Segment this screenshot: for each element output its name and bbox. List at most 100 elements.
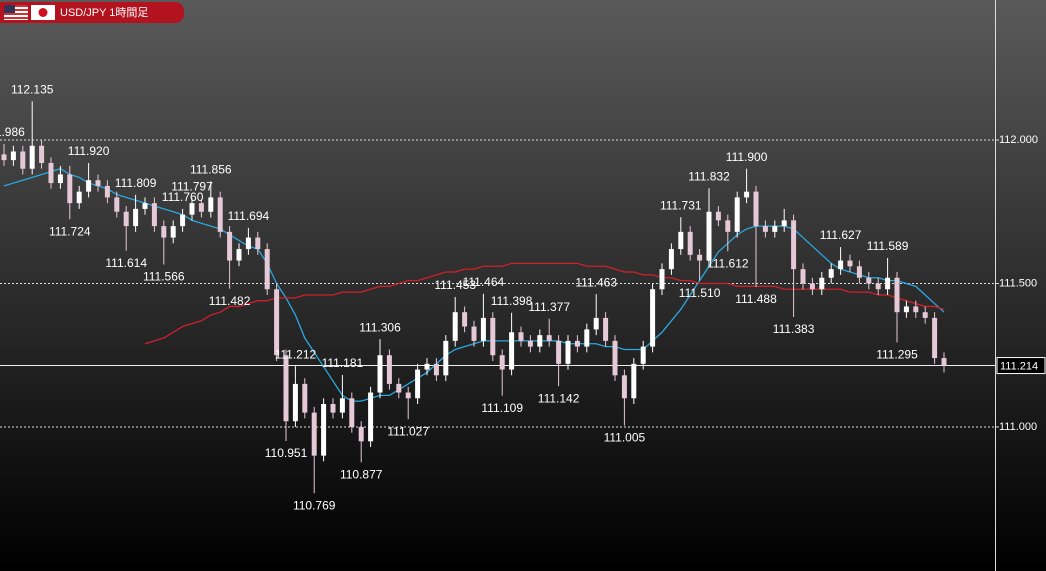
y-tick-label: 111.500 (999, 277, 1037, 289)
candle-body (396, 383, 402, 393)
candle-body (161, 226, 167, 238)
candle-body (640, 346, 646, 364)
price-annotation: 111.809 (115, 176, 157, 190)
candle-body (330, 404, 336, 413)
candle-body (471, 326, 477, 341)
price-annotation: 111.832 (688, 169, 730, 183)
candle-body (255, 237, 261, 250)
price-annotation: 111.142 (538, 391, 580, 405)
candle-body (856, 266, 862, 278)
price-annotation: 110.951 (265, 446, 308, 460)
candle-body (687, 231, 693, 255)
candle-body (668, 249, 674, 270)
price-box (996, 357, 1046, 375)
candle-body (781, 220, 787, 227)
candle-body (509, 332, 515, 370)
candle-body (292, 383, 298, 422)
candle-body (236, 249, 242, 261)
candle-body (697, 254, 703, 261)
y-tick-label: 111.000 (999, 421, 1037, 433)
candle-body (462, 312, 468, 327)
candle-body (725, 220, 731, 232)
candle-body (386, 355, 392, 384)
us-flag-canton (4, 5, 15, 13)
price-annotation: 110.769 (293, 498, 336, 512)
candle-body (631, 363, 637, 399)
candle-body (838, 260, 844, 270)
candle-body (377, 355, 383, 393)
candle-body (142, 203, 148, 209)
candle-body (20, 151, 26, 169)
price-annotation: 111.986 (0, 125, 25, 139)
candle-body (791, 220, 797, 270)
candle-body (715, 211, 721, 221)
price-annotation: 111.612 (707, 257, 749, 271)
candle-body (424, 363, 430, 370)
price-annotation: 111.614 (105, 256, 147, 270)
price-annotation: 111.760 (162, 190, 204, 204)
price-annotation: 111.920 (68, 144, 110, 158)
candle-body (678, 231, 684, 250)
candle-body (584, 329, 590, 347)
candle-body (264, 249, 270, 290)
price-annotation: 110.877 (340, 467, 383, 481)
candle-body (932, 317, 938, 359)
candle-body (659, 269, 665, 290)
price-annotation: 111.464 (463, 275, 505, 289)
candle-body (499, 355, 505, 370)
candle-body (48, 162, 54, 184)
candle-body (772, 226, 778, 232)
price-annotation: 111.566 (143, 270, 185, 284)
candle-body (885, 277, 891, 290)
candle-body (922, 312, 928, 318)
candle-body (339, 398, 345, 413)
candle-body (828, 269, 834, 278)
candle-body (537, 335, 543, 347)
candle-body (875, 283, 881, 290)
candle-body (274, 289, 280, 356)
candle-body (123, 211, 129, 227)
candle-body (913, 306, 919, 313)
candle-body (133, 208, 139, 227)
us-flag-stripe (4, 17, 28, 19)
candle-body (95, 180, 101, 186)
candle-body (753, 191, 759, 227)
candle-body (180, 214, 186, 227)
price-annotation: 111.731 (660, 198, 702, 212)
price-annotation: 111.589 (867, 239, 909, 253)
title-banner: USD/JPY 1時間足 (0, 2, 184, 23)
candle-body (198, 203, 204, 212)
price-annotation: 111.453 (434, 278, 476, 292)
price-annotation: 111.109 (481, 401, 523, 415)
price-annotation: 111.694 (228, 209, 270, 223)
candle-body (518, 332, 524, 341)
us-flag-stripe (4, 13, 28, 15)
candle-body (800, 269, 806, 284)
price-annotation: 111.510 (679, 286, 721, 300)
candle-body (847, 260, 853, 267)
us-flag-stripe (4, 5, 28, 7)
candle-body (621, 375, 627, 399)
candle-body (67, 174, 73, 204)
candle-body (283, 355, 289, 422)
candle-body (762, 226, 768, 232)
price-annotation: 111.856 (190, 163, 232, 177)
candle-body (368, 392, 374, 442)
candle-body (358, 426, 364, 442)
price-annotation: 111.306 (359, 320, 401, 334)
candle-body (574, 340, 580, 347)
candle-body (612, 340, 618, 376)
candle-body (941, 358, 947, 366)
price-annotation: 111.797 (171, 179, 213, 193)
candle-body (603, 317, 609, 341)
candle-body (10, 151, 16, 161)
price-annotation: 111.463 (575, 275, 617, 289)
candle-body (452, 312, 458, 341)
candle-body (734, 197, 740, 232)
price-annotation: 111.181 (322, 356, 364, 370)
candle-body (321, 404, 327, 456)
candle-body (556, 340, 562, 364)
price-annotation: 111.005 (604, 431, 646, 445)
candle-body (527, 340, 533, 347)
